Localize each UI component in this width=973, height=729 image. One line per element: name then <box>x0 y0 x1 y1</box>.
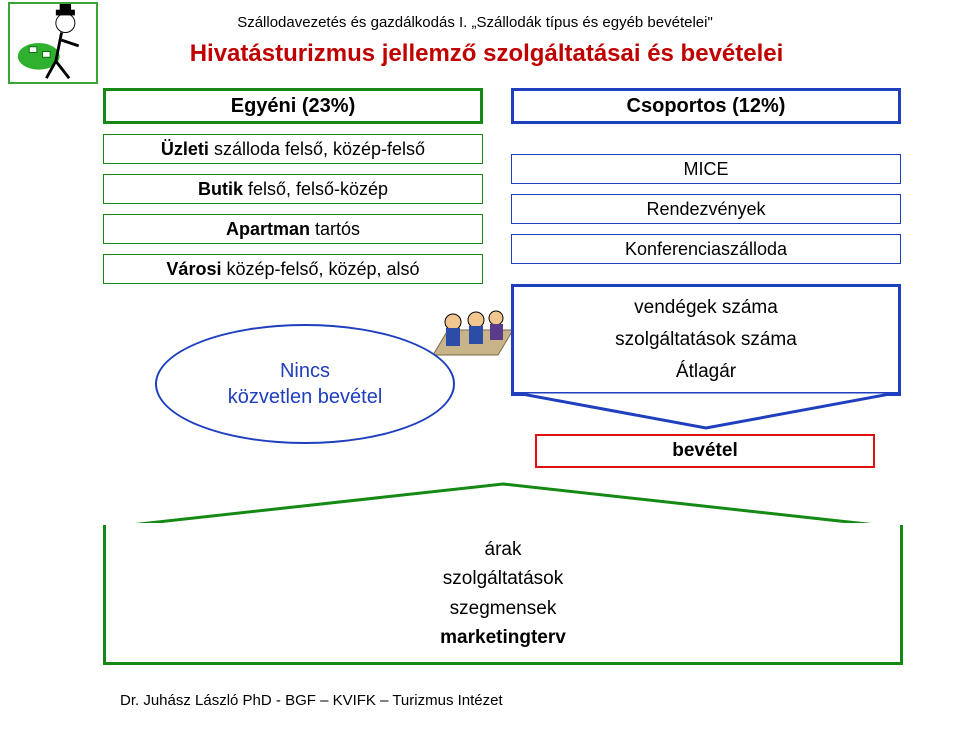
right-item-1: Rendezvények <box>511 194 901 224</box>
marketing-line4: marketingterv <box>440 623 566 652</box>
marketing-line3: szegmensek <box>450 594 557 623</box>
marketing-line1: árak <box>485 535 522 564</box>
page-header: Szállodavezetés és gazdálkodás I. „Száll… <box>150 14 800 31</box>
page-footer: Dr. Juhász László PhD - BGF – KVIFK – Tu… <box>120 692 820 709</box>
right-column-header: Csoportos (12%) <box>511 88 901 124</box>
right-item-2: Konferenciaszálloda <box>511 234 901 264</box>
marketing-box-top-edges <box>103 522 903 530</box>
left-item-0: Üzleti szálloda felső, közép-felső <box>103 134 483 164</box>
result-box: bevétel <box>535 434 875 468</box>
marketing-up-arrow <box>103 478 903 528</box>
multipliers-line3: Átlagár <box>676 356 736 388</box>
header-cartoon-icon <box>8 2 98 84</box>
left-item-2: Apartman tartós <box>103 214 483 244</box>
marketing-line2: szolgáltatások <box>443 564 563 593</box>
right-item-0: MICE <box>511 154 901 184</box>
left-column-header: Egyéni (23%) <box>103 88 483 124</box>
multipliers-line2: szolgáltatások száma <box>615 324 797 356</box>
multipliers-line1: vendégek száma <box>634 292 778 324</box>
multipliers-down-arrow <box>511 392 901 432</box>
ellipse-line2: közvetlen bevétel <box>228 384 383 410</box>
multipliers-box: vendégek száma szolgáltatások száma Átla… <box>511 284 901 396</box>
left-item-1: Butik felső, felső-közép <box>103 174 483 204</box>
ellipse-line1: Nincs <box>280 358 330 384</box>
marketing-box: árak szolgáltatások szegmensek marketing… <box>103 525 903 665</box>
page-title: Hivatásturizmus jellemző szolgáltatásai … <box>100 40 873 68</box>
left-item-3: Városi közép-felső, közép, alsó <box>103 254 483 284</box>
no-direct-revenue-ellipse: Nincs közvetlen bevétel <box>155 324 455 444</box>
